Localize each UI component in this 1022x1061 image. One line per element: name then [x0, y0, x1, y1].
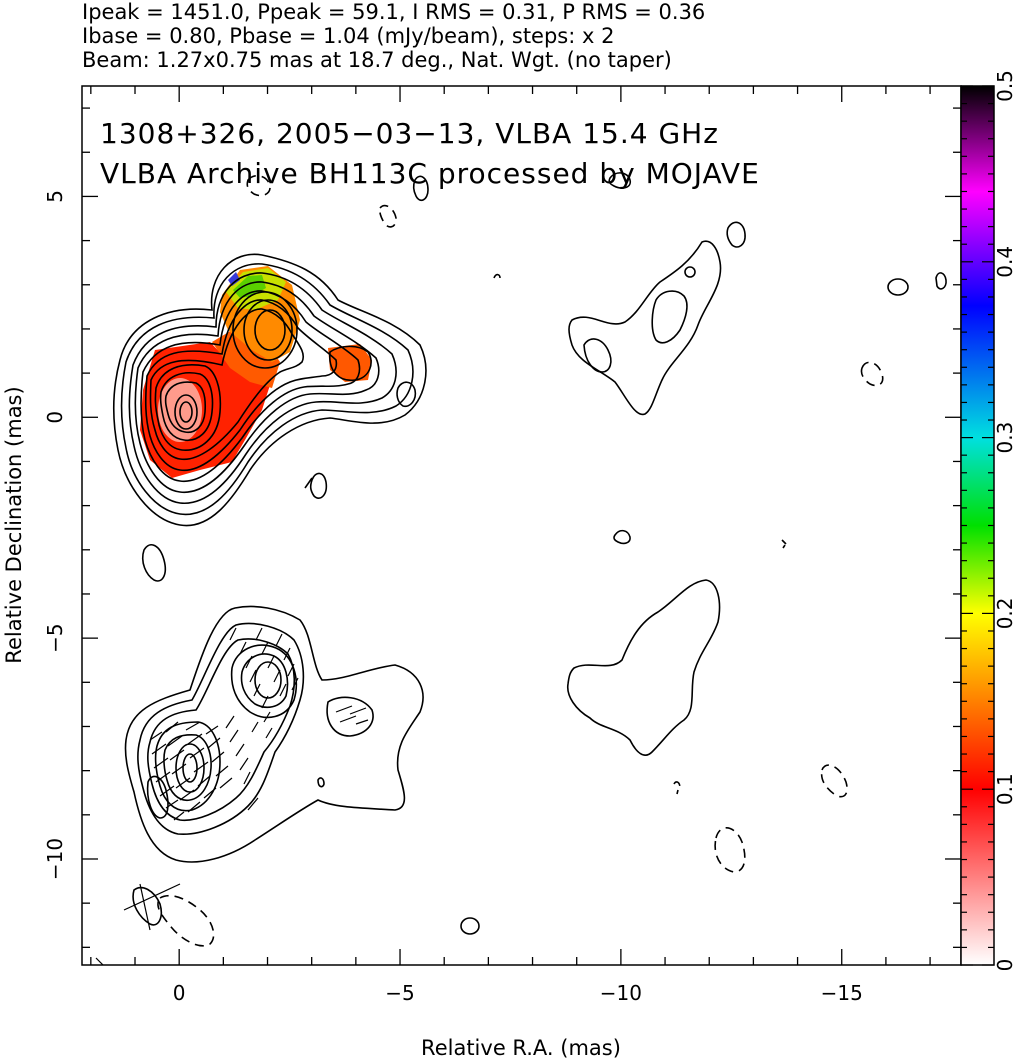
x-axis-ticks: [90, 86, 931, 965]
colorbar-tick-label: 0.4: [993, 246, 1017, 278]
header-line-2: Ibase = 0.80, Pbase = 1.04 (mJy/beam), s…: [82, 24, 615, 48]
stokes-i-contours: [112, 172, 947, 582]
y-axis-label: Relative Declination (mas): [2, 386, 26, 663]
y-tick-label: 0: [43, 411, 67, 424]
colorbar-ticks: [961, 85, 994, 966]
colorbar-tick-label: 0.1: [993, 773, 1017, 805]
annotation-source: 1308+326, 2005−03−13, VLBA 15.4 GHz: [100, 117, 719, 150]
colorbar-tick-label: 0.2: [993, 597, 1017, 629]
y-tick-label: −10: [43, 838, 67, 880]
x-axis-label: Relative R.A. (mas): [421, 1036, 621, 1060]
x-tick-label: 0: [173, 981, 186, 1005]
y-tick-label: 5: [43, 190, 67, 203]
y-axis-ticks: [82, 107, 961, 948]
colorbar-tick-label: 0: [993, 959, 1017, 972]
header-line-3: Beam: 1.27x0.75 mas at 18.7 deg., Nat. W…: [82, 48, 672, 72]
header-line-1: Ipeak = 1451.0, Ppeak = 59.1, I RMS = 0.…: [82, 0, 706, 24]
x-tick-label: −10: [600, 981, 642, 1005]
x-tick-label: −5: [385, 981, 414, 1005]
negative-contours: [157, 174, 884, 947]
evpa-vectors: [95, 627, 369, 965]
colorbar-tick-label: 0.5: [993, 70, 1017, 102]
colorbar-tick-label: 0.3: [993, 422, 1017, 454]
x-tick-label: −15: [821, 981, 863, 1005]
y-tick-label: −5: [43, 623, 67, 652]
plot-frame: [81, 85, 962, 966]
polarized-intensity-contours: [124, 579, 721, 935]
map-contours: [95, 172, 947, 965]
annotation-processing: VLBA Archive BH113C processed by MOJAVE: [100, 157, 760, 190]
